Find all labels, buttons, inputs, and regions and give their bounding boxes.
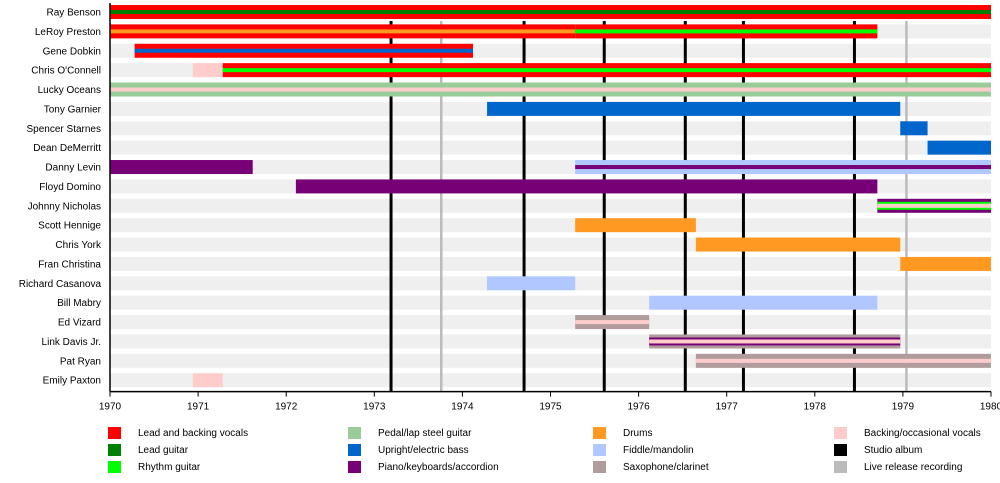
member-label: Gene Dobkin xyxy=(43,46,101,57)
member-bar xyxy=(695,353,991,368)
member-label: Link Davis Jr. xyxy=(42,337,101,348)
row-background xyxy=(110,140,991,155)
bar-stripe-lead_guitar xyxy=(110,10,991,14)
member-bar xyxy=(649,295,878,310)
member-label: Fran Christina xyxy=(38,259,101,270)
x-tick-label: 1974 xyxy=(451,402,474,413)
bar-stripe-backing xyxy=(649,339,901,344)
bar-segment-fiddle xyxy=(649,295,878,310)
x-tick-label: 1980 xyxy=(980,402,1000,413)
member-bar xyxy=(575,24,878,39)
member-label: Dean DeMerritt xyxy=(33,143,101,154)
member-bar xyxy=(134,43,473,58)
member-label: Pat Ryan xyxy=(60,356,101,367)
bar-stripe-bass xyxy=(134,48,473,53)
member-label: Danny Levin xyxy=(45,163,101,174)
x-tick-label: 1978 xyxy=(804,402,827,413)
member-bar xyxy=(487,101,901,116)
member-bar xyxy=(110,160,253,175)
member-bar xyxy=(110,82,991,97)
bar-segment-drums xyxy=(575,218,696,233)
bar-segment-backing xyxy=(192,373,223,388)
member-label: Floyd Domino xyxy=(39,182,101,193)
member-bar xyxy=(900,256,991,271)
bar-stripe-backing xyxy=(110,87,991,92)
member-bar xyxy=(575,218,696,233)
bar-segment-keys xyxy=(110,160,253,175)
member-bar xyxy=(110,24,576,39)
member-label: Emily Paxton xyxy=(43,376,101,387)
x-tick-label: 1971 xyxy=(187,402,210,413)
x-tick-label: 1976 xyxy=(627,402,650,413)
x-tick-label: 1979 xyxy=(892,402,915,413)
bar-segment-bass xyxy=(487,101,901,116)
member-label: Lucky Oceans xyxy=(38,85,101,96)
row-background xyxy=(110,198,991,213)
x-tick-label: 1972 xyxy=(275,402,298,413)
bar-segment-backing xyxy=(192,63,223,78)
member-bar xyxy=(900,121,928,136)
member-bar xyxy=(575,160,991,175)
bar-segment-drums xyxy=(695,237,901,252)
row-background xyxy=(110,315,991,330)
member-bar xyxy=(192,373,223,388)
bar-stripe-backing xyxy=(575,320,650,325)
row-background xyxy=(110,121,991,136)
member-label: Chris O'Connell xyxy=(31,66,101,77)
member-label: Ed Vizard xyxy=(58,318,101,329)
bar-stripe-keys xyxy=(575,165,991,170)
member-bar xyxy=(927,140,991,155)
member-label: Tony Garnier xyxy=(44,104,102,115)
row-backgrounds xyxy=(110,5,991,388)
member-bar xyxy=(649,334,901,349)
member-label: Scott Hennige xyxy=(38,221,101,232)
member-label: Bill Mabry xyxy=(57,298,101,309)
bar-stripe-backing xyxy=(877,203,991,208)
member-bar xyxy=(695,237,901,252)
row-background xyxy=(110,373,991,388)
row-background xyxy=(110,256,991,271)
member-bar xyxy=(877,198,991,213)
bar-stripe-rhythm_guitar xyxy=(575,29,878,34)
member-label: Ray Benson xyxy=(47,8,101,19)
member-bar xyxy=(110,5,991,19)
member-label: Spencer Starnes xyxy=(27,124,102,135)
member-bars xyxy=(110,5,991,388)
member-bar xyxy=(192,63,223,78)
member-label: Richard Casanova xyxy=(19,279,102,290)
member-bar xyxy=(487,276,576,291)
member-bar xyxy=(575,315,650,330)
member-labels: Ray Benson LeRoy Preston Gene Dobkin Chris … xyxy=(19,8,102,387)
bar-segment-bass xyxy=(900,121,928,136)
member-bar xyxy=(222,63,991,78)
bar-stripe-backing xyxy=(695,358,991,363)
bar-stripe-rhythm_guitar xyxy=(222,68,991,73)
member-label: LeRoy Preston xyxy=(35,27,101,38)
member-label: Chris York xyxy=(55,240,102,251)
bar-segment-keys xyxy=(295,179,878,194)
x-tick-label: 1977 xyxy=(716,402,739,413)
x-tick-label: 1970 xyxy=(99,402,122,413)
row-background xyxy=(110,218,991,233)
member-bar xyxy=(295,179,878,194)
x-axis: 1970 1971 1972 1973 1974 1975 1976 1977 1978 1979… xyxy=(99,3,1000,413)
member-label: Johnny Nicholas xyxy=(28,201,101,212)
x-tick-label: 1973 xyxy=(363,402,386,413)
bar-segment-fiddle xyxy=(487,276,576,291)
x-tick-label: 1975 xyxy=(539,402,562,413)
bar-segment-bass xyxy=(927,140,991,155)
bar-stripe-drums xyxy=(110,29,576,34)
bar-segment-drums xyxy=(900,256,991,271)
